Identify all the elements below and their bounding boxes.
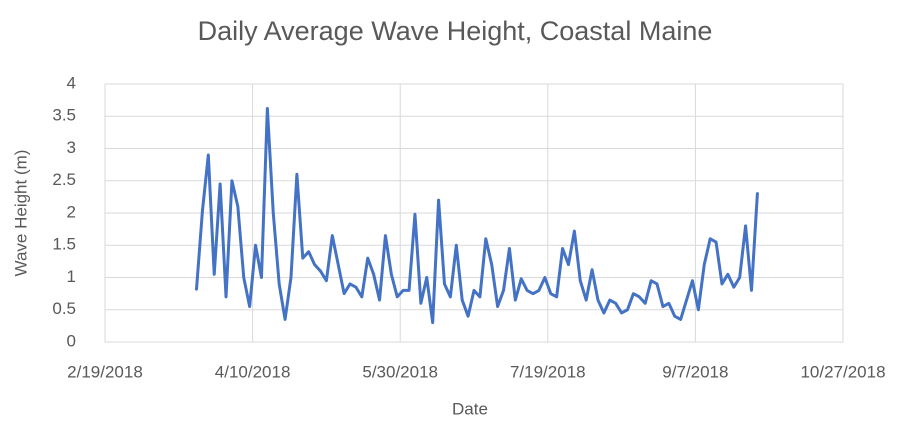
x-tick-label: 7/19/2018 — [510, 362, 586, 381]
chart-title: Daily Average Wave Height, Coastal Maine — [198, 16, 713, 46]
x-tick-label: 2/19/2018 — [67, 362, 143, 381]
y-tick-label: 3 — [67, 138, 76, 157]
y-tick-label: 3.5 — [52, 106, 76, 125]
y-tick-label: 4 — [67, 73, 76, 92]
data-line — [195, 107, 759, 325]
y-axis-label: Wave Height (m) — [11, 150, 30, 277]
y-tick-label: 2 — [67, 202, 76, 221]
x-tick-label: 10/27/2018 — [800, 362, 885, 381]
x-tick-label: 4/10/2018 — [215, 362, 291, 381]
y-tick-label: 1 — [67, 267, 76, 286]
y-tick-label: 0.5 — [52, 299, 76, 318]
x-axis-label: Date — [452, 399, 488, 418]
y-tick-label: 2.5 — [52, 170, 76, 189]
x-tick-label: 9/7/2018 — [662, 362, 728, 381]
x-tick-label: 5/30/2018 — [362, 362, 438, 381]
y-tick-label: 1.5 — [52, 235, 76, 254]
y-tick-label: 0 — [67, 331, 76, 350]
